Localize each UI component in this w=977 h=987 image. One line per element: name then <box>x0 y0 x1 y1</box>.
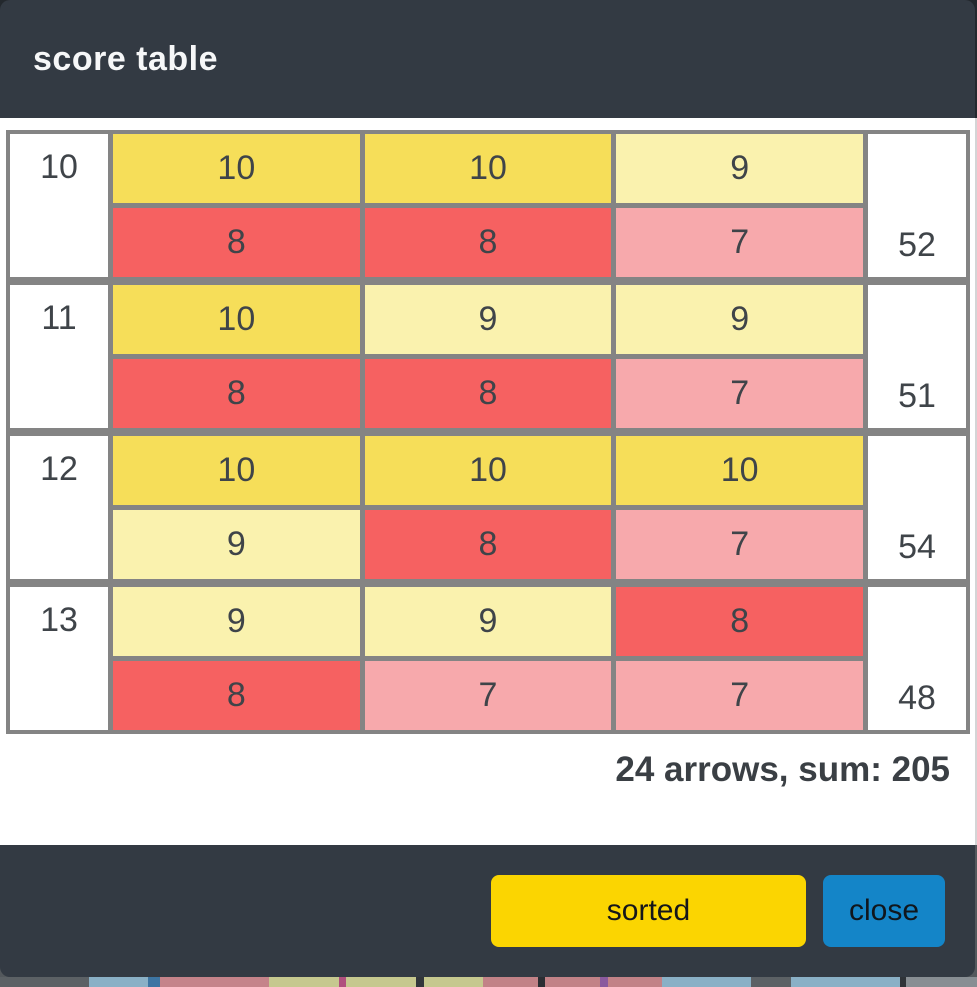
strip-segment <box>89 977 149 987</box>
end-number: 10 <box>10 134 108 277</box>
arrow-score-cell: 8 <box>616 587 863 656</box>
end-sum: 51 <box>868 285 966 428</box>
arrow-score-cell: 9 <box>364 587 612 656</box>
modal-header: score table <box>0 0 975 118</box>
modal-title: score table <box>33 39 219 78</box>
strip-segment <box>790 977 900 987</box>
arrow-score-cell: 10 <box>113 436 360 505</box>
strip-segment <box>160 977 270 987</box>
strip-segment <box>545 977 600 987</box>
strip-segment <box>346 977 416 987</box>
arrow-score-cell: 8 <box>113 208 360 277</box>
end-number: 13 <box>10 587 108 730</box>
sorted-button[interactable]: sorted <box>491 875 806 947</box>
strip-segment <box>148 977 161 987</box>
score-table: 10 10 10 9 8 8 7 52 11 10 9 9 8 8 7 51 12 10 10 10 9 8 7 54 13 9 9… <box>6 130 970 734</box>
arrow-score-cell: 7 <box>616 359 863 428</box>
strip-segment <box>415 977 424 987</box>
arrow-score-cell: 10 <box>113 134 360 203</box>
close-button[interactable]: close <box>823 875 945 947</box>
arrow-score-cell: 10 <box>113 285 360 354</box>
strip-segment <box>905 977 977 987</box>
arrow-score-cell: 8 <box>364 359 612 428</box>
end-row: 13 9 9 8 8 7 7 48 <box>6 583 970 734</box>
arrow-score-cell: 7 <box>616 208 863 277</box>
arrow-score-cell: 9 <box>616 285 863 354</box>
arrow-score-cell: 7 <box>616 510 863 579</box>
strip-segment <box>338 977 347 987</box>
end-number: 12 <box>10 436 108 579</box>
strip-segment <box>662 977 752 987</box>
strip-segment <box>0 977 90 987</box>
strip-segment <box>599 977 608 987</box>
end-sum: 48 <box>868 587 966 730</box>
total-summary: 24 arrows, sum: 205 <box>615 750 950 789</box>
arrow-score-cell: 9 <box>616 134 863 203</box>
arrow-score-cell: 7 <box>364 661 612 730</box>
end-row: 11 10 9 9 8 8 7 51 <box>6 281 970 432</box>
arrow-score-cell: 8 <box>364 510 612 579</box>
end-sum: 54 <box>868 436 966 579</box>
arrow-score-cell: 10 <box>364 436 612 505</box>
arrow-score-cell: 10 <box>364 134 612 203</box>
modal-footer: sorted close <box>0 845 975 977</box>
arrow-score-cell: 8 <box>364 208 612 277</box>
arrow-score-cell: 9 <box>364 285 612 354</box>
arrow-score-cell: 7 <box>616 661 863 730</box>
strip-segment <box>607 977 663 987</box>
arrow-score-cell: 9 <box>113 587 360 656</box>
modal-body: 10 10 10 9 8 8 7 52 11 10 9 9 8 8 7 51 12 10 10 10 9 8 7 54 13 9 9… <box>0 118 975 845</box>
end-sum: 52 <box>868 134 966 277</box>
strip-segment <box>269 977 339 987</box>
arrow-score-cell: 9 <box>113 510 360 579</box>
arrow-score-cell: 10 <box>616 436 863 505</box>
strip-segment <box>899 977 906 987</box>
strip-segment <box>751 977 791 987</box>
arrow-score-cell: 8 <box>113 661 360 730</box>
strip-segment <box>423 977 484 987</box>
end-row: 10 10 10 9 8 8 7 52 <box>6 130 970 281</box>
end-number: 11 <box>10 285 108 428</box>
end-row: 12 10 10 10 9 8 7 54 <box>6 432 970 583</box>
strip-segment <box>483 977 538 987</box>
background-page-strip <box>0 977 977 987</box>
strip-segment <box>537 977 546 987</box>
arrow-score-cell: 8 <box>113 359 360 428</box>
